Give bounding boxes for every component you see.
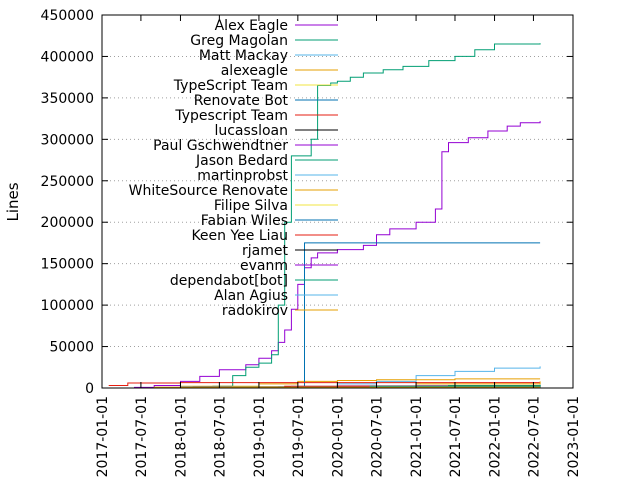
y-tick-label: 100000	[41, 298, 94, 314]
plot-frame	[101, 14, 574, 389]
legend-label: evanm	[240, 258, 288, 274]
x-tick-label: 2022-07-01	[526, 396, 542, 477]
x-tick-label: 2019-01-01	[252, 396, 268, 477]
legend-label: Greg Magolan	[190, 33, 288, 49]
x-tick-label: 2020-01-01	[330, 396, 346, 477]
x-tick-label: 2020-07-01	[370, 396, 386, 477]
legend-label: Alan Agius	[214, 288, 288, 304]
y-tick-label: 50000	[49, 340, 94, 356]
legend-label: TypeScript Team	[173, 78, 288, 94]
grid-lines	[102, 55, 573, 348]
x-tick-label: 2019-07-01	[291, 396, 307, 477]
legend-label: Paul Gschwendtner	[153, 138, 288, 154]
y-tick-label: 0	[85, 381, 94, 397]
series-line-6	[108, 382, 541, 386]
legend-label: Fabian Wiles	[201, 213, 288, 229]
legend-label: martinprobst	[197, 168, 288, 184]
legend-label: radokirov	[222, 303, 288, 319]
x-tick-label: 2018-01-01	[173, 396, 189, 477]
legend-label: Matt Mackay	[199, 48, 288, 64]
legend-label: alexeagle	[221, 63, 288, 79]
y-axis-label: Lines	[4, 182, 22, 221]
x-tick-label: 2017-01-01	[95, 396, 111, 477]
y-axis-ticks: 0 50000 100000 150000 200000 250000 300000 3500…	[41, 8, 573, 397]
x-axis-ticks: 2017-01-01 2017-07-01 2018-01-01 2018-07-01…	[95, 15, 582, 477]
series-lines	[108, 43, 541, 389]
x-tick-label: 2021-01-01	[409, 396, 425, 477]
legend-label: Typescript Team	[174, 108, 288, 124]
y-tick-label: 450000	[41, 8, 94, 24]
legend-label: Alex Eagle	[215, 18, 288, 34]
y-tick-label: 250000	[41, 174, 94, 190]
y-tick-label: 350000	[41, 91, 94, 107]
x-tick-label: 2018-07-01	[212, 396, 228, 477]
legend-label: lucassloan	[214, 123, 288, 139]
legend-label: Keen Yee Liau	[191, 228, 288, 244]
legend-label: Filipe Silva	[214, 198, 288, 214]
y-tick-label: 200000	[41, 215, 94, 231]
legend-label: WhiteSource Renovate	[129, 183, 288, 199]
x-tick-label: 2023-01-01	[566, 396, 582, 477]
x-tick-label: 2021-07-01	[448, 396, 464, 477]
series-line-0	[127, 121, 541, 389]
x-tick-label: 2022-01-01	[488, 396, 504, 477]
legend-label: Jason Bedard	[195, 153, 288, 169]
y-tick-label: 400000	[41, 49, 94, 65]
y-tick-label: 300000	[41, 132, 94, 148]
x-tick-label: 2017-07-01	[134, 396, 150, 477]
legend-label: rjamet	[242, 243, 288, 259]
legend-label: dependabot[bot]	[170, 273, 288, 289]
legend-label: Renovate Bot	[194, 93, 289, 109]
y-tick-label: 150000	[41, 257, 94, 273]
